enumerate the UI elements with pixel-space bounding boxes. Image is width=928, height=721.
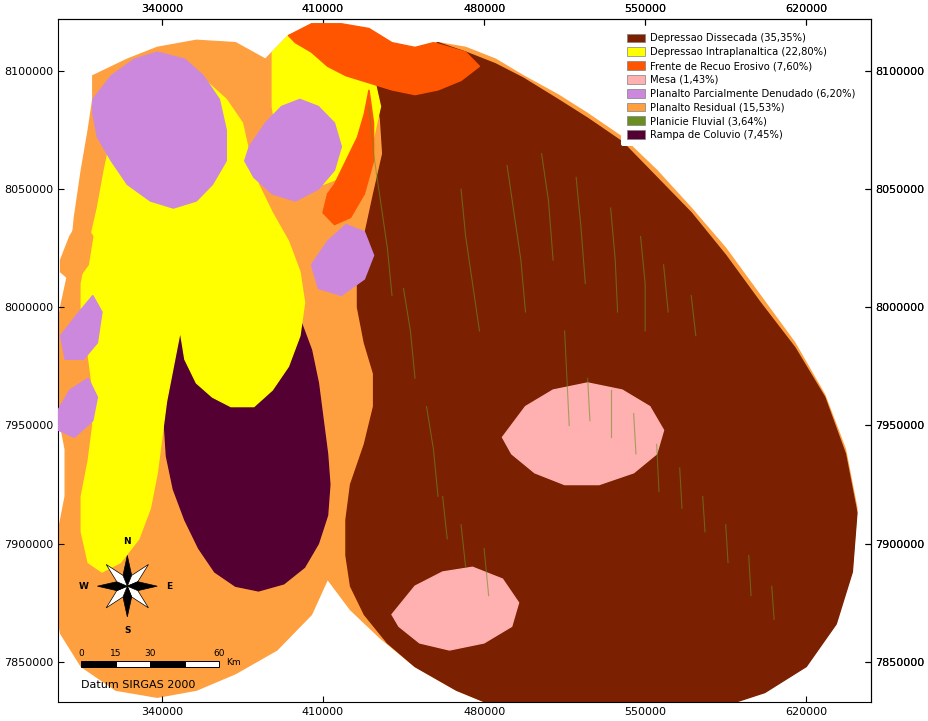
Polygon shape xyxy=(106,586,127,608)
Text: Km: Km xyxy=(226,658,240,668)
Bar xyxy=(150,660,185,666)
Text: 0: 0 xyxy=(78,649,84,658)
Polygon shape xyxy=(127,582,157,590)
Polygon shape xyxy=(392,567,518,650)
Polygon shape xyxy=(122,586,132,617)
Polygon shape xyxy=(56,379,97,438)
Polygon shape xyxy=(122,555,132,586)
Bar xyxy=(185,660,219,666)
Polygon shape xyxy=(82,76,304,572)
Polygon shape xyxy=(178,402,272,525)
Polygon shape xyxy=(345,43,856,721)
Text: 60: 60 xyxy=(213,649,225,658)
Polygon shape xyxy=(164,248,329,591)
Polygon shape xyxy=(311,225,373,296)
Text: 15: 15 xyxy=(110,649,122,658)
Polygon shape xyxy=(93,52,226,208)
Bar xyxy=(116,660,150,666)
Polygon shape xyxy=(60,296,102,359)
Polygon shape xyxy=(60,218,93,283)
Polygon shape xyxy=(244,99,341,201)
Text: 30: 30 xyxy=(145,649,156,658)
Polygon shape xyxy=(288,24,479,94)
Polygon shape xyxy=(97,582,127,590)
Text: N: N xyxy=(123,537,131,547)
Polygon shape xyxy=(127,565,148,586)
Polygon shape xyxy=(54,24,856,721)
Text: W: W xyxy=(79,582,88,590)
Polygon shape xyxy=(272,29,380,185)
Legend: Depressao Dissecada (35,35%), Depressao Intraplanaltica (22,80%), Frente de Recu: Depressao Dissecada (35,35%), Depressao … xyxy=(621,27,861,146)
Polygon shape xyxy=(127,586,148,608)
Polygon shape xyxy=(502,383,663,485)
Text: Datum SIRGAS 2000: Datum SIRGAS 2000 xyxy=(82,681,196,691)
Bar xyxy=(82,660,116,666)
Text: S: S xyxy=(124,626,131,635)
Polygon shape xyxy=(106,565,127,586)
Text: E: E xyxy=(166,582,173,590)
Polygon shape xyxy=(323,90,373,225)
